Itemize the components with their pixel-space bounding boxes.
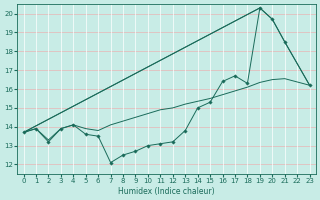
X-axis label: Humidex (Indice chaleur): Humidex (Indice chaleur): [118, 187, 215, 196]
